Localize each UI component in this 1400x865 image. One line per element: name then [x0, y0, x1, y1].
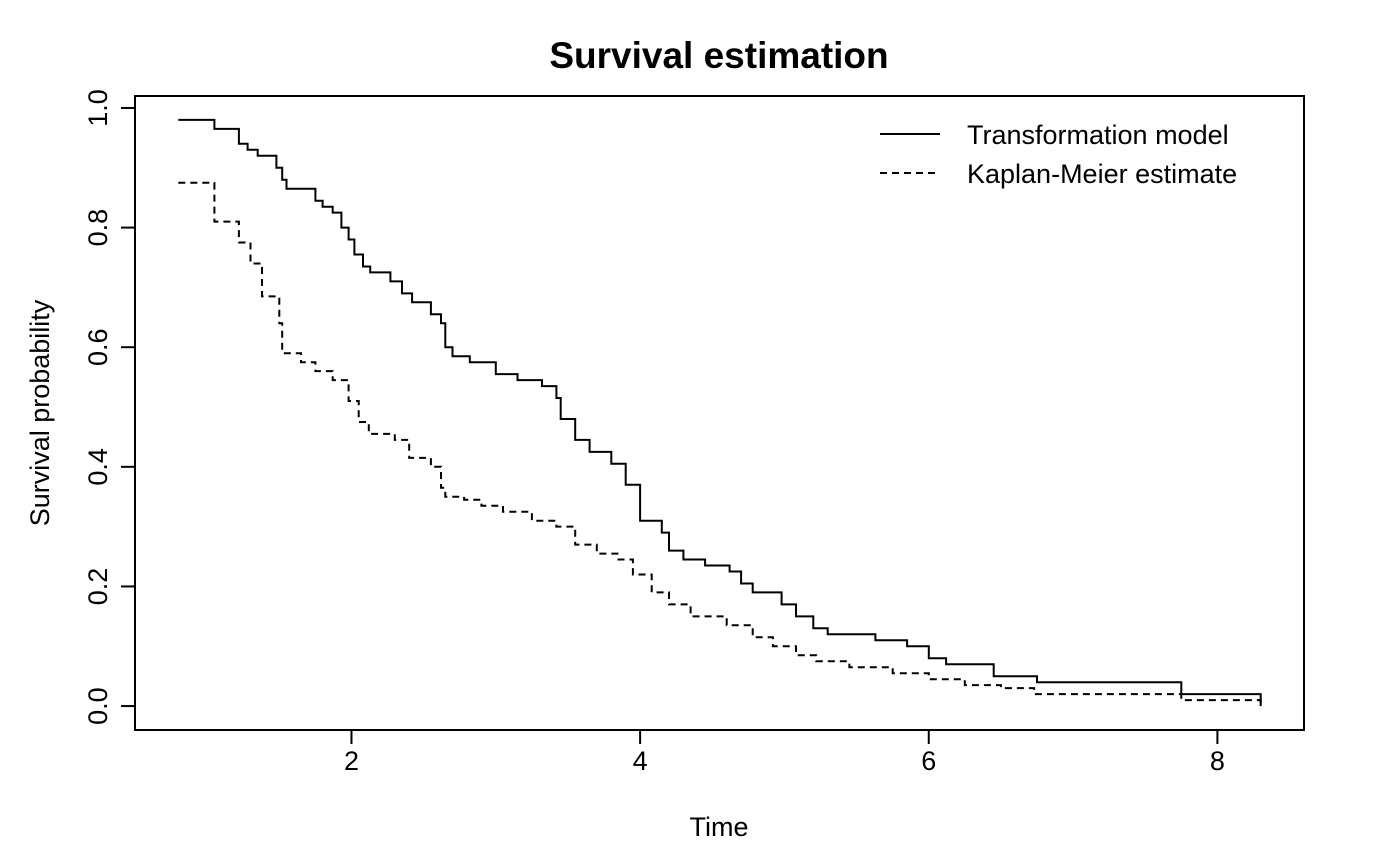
x-tick-label: 2	[344, 746, 359, 776]
y-tick-label: 0.8	[83, 209, 113, 247]
legend-label-1: Kaplan-Meier estimate	[967, 159, 1237, 189]
y-tick-label: 0.2	[83, 568, 113, 606]
legend: Transformation model Kaplan-Meier estimat…	[880, 120, 1237, 189]
series-layer	[178, 118, 1262, 707]
x-axis-label: Time	[690, 812, 749, 842]
plot-frame	[134, 95, 1305, 731]
chart-title: Survival estimation	[549, 35, 888, 76]
x-tick-label: 8	[1210, 746, 1225, 776]
y-tick-label: 0.4	[83, 448, 113, 486]
y-tick-label: 0.6	[83, 328, 113, 366]
series-line-0	[178, 118, 1262, 707]
y-axis: 0.0 0.2 0.4 0.6 0.8 1.0	[83, 89, 136, 725]
series-line-1	[178, 181, 1262, 707]
legend-label-0: Transformation model	[967, 120, 1229, 150]
y-tick-label: 0.0	[83, 687, 113, 725]
x-axis: 2 4 6 8	[344, 729, 1225, 776]
y-axis-label: Survival probability	[25, 299, 55, 526]
x-tick-label: 6	[921, 746, 936, 776]
y-tick-label: 1.0	[83, 89, 113, 127]
x-tick-label: 4	[633, 746, 648, 776]
